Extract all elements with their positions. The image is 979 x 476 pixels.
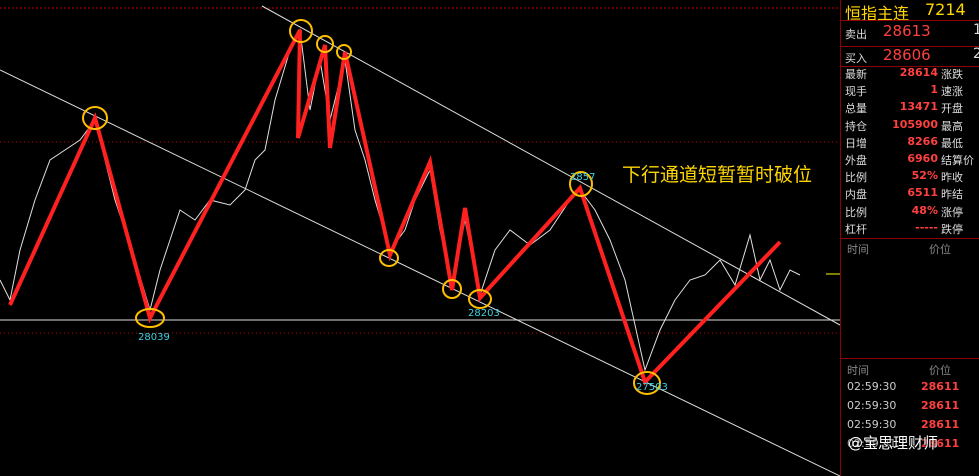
- price: 28613: [883, 22, 931, 40]
- value: 13471: [899, 100, 938, 114]
- book-row: 买入 28606 2: [841, 46, 979, 68]
- price: 28611: [921, 380, 960, 393]
- label: 最高: [941, 119, 963, 133]
- time: 02:59:30: [847, 399, 897, 412]
- label: 内盘: [845, 188, 867, 202]
- channel-line: [0, 69, 840, 476]
- value: 48%: [911, 203, 938, 217]
- label: 现手: [845, 85, 867, 99]
- symbol: 恒指主连: [845, 4, 910, 23]
- label: 昨结: [941, 188, 963, 202]
- label: 涨跌: [941, 68, 963, 81]
- time: 02:59:30: [847, 380, 897, 393]
- divider: [841, 358, 979, 359]
- divider: [841, 66, 979, 67]
- quote-panel: 恒指主连 7214 卖出 28613 1 买入 28606 2 最新 28614 涨跌 现手 1 速涨…: [840, 0, 979, 476]
- header: 价位: [929, 243, 951, 256]
- quote-row: 持仓 105900 最高: [841, 118, 979, 135]
- trend-arrows: [8, 29, 782, 386]
- header: 价位: [929, 364, 951, 377]
- value: 1: [930, 83, 938, 97]
- quote-row: 杠杆 ----- 跌停: [841, 221, 979, 238]
- label: 开盘: [941, 102, 963, 116]
- label: 涨停: [941, 205, 963, 219]
- label: 杠杆: [845, 222, 867, 236]
- value: -----: [915, 220, 938, 234]
- price: 28611: [921, 418, 960, 431]
- quote-row: 现手 1 速涨: [841, 83, 979, 100]
- quote-row: 最新 28614 涨跌: [841, 66, 979, 83]
- channel-line: [261, 5, 840, 326]
- label: 跌停: [941, 222, 963, 236]
- book-row: 卖出 28613 1: [841, 22, 979, 44]
- label: 最低: [941, 136, 963, 150]
- label: 卖出: [845, 28, 867, 41]
- volume: 2: [973, 46, 979, 62]
- volume: 1: [973, 22, 979, 38]
- divider: [841, 238, 979, 239]
- level-label: 28203: [468, 308, 500, 319]
- value: 52%: [911, 169, 938, 183]
- annotation: 下行通道短暂暂时破位: [622, 164, 813, 186]
- price: 28611: [921, 399, 960, 412]
- time: 02:59:31: [847, 437, 897, 450]
- price: 28606: [883, 46, 931, 64]
- value: 8266: [907, 134, 938, 148]
- price-line: [0, 28, 801, 372]
- level-label: 28039: [138, 332, 170, 343]
- label: 买入: [845, 52, 867, 65]
- chart: 28039 28203 27503 2857: [0, 5, 840, 476]
- divider: [841, 20, 979, 21]
- value: 6960: [907, 152, 938, 165]
- quote-row: 总量 13471 开盘: [841, 100, 979, 117]
- quote-row: 日增 8266 最低: [841, 135, 979, 152]
- quote-row: 内盘 6511 昨结: [841, 186, 979, 203]
- level-label: 27503: [636, 382, 668, 393]
- value: 105900: [892, 117, 938, 131]
- header: 时间: [847, 243, 869, 256]
- quote-row: 比例 48% 涨停: [841, 204, 979, 221]
- label: 最新: [845, 68, 867, 81]
- value: 28614: [899, 66, 938, 79]
- label: 日增: [845, 136, 867, 150]
- label: 总量: [845, 102, 867, 116]
- quote-row: 外盘 6960 结算价: [841, 152, 979, 169]
- highlight-circles: [82, 19, 661, 395]
- label: 持仓: [845, 119, 867, 133]
- price: 28611: [921, 437, 960, 450]
- watermark: @宝思理财师: [848, 434, 939, 452]
- label: 结算价: [941, 154, 974, 167]
- label: 外盘: [845, 154, 867, 167]
- label: 昨收: [941, 171, 963, 185]
- label: 比例: [845, 205, 867, 219]
- quote-row: 比例 52% 昨收: [841, 169, 979, 186]
- label: 速涨: [941, 85, 963, 99]
- symbol-code: 7214: [925, 0, 966, 19]
- label: 比例: [845, 171, 867, 185]
- level-label: 2857: [570, 172, 595, 183]
- value: 6511: [907, 186, 938, 200]
- header: 时间: [847, 364, 869, 377]
- divider: [841, 46, 979, 47]
- time: 02:59:30: [847, 418, 897, 431]
